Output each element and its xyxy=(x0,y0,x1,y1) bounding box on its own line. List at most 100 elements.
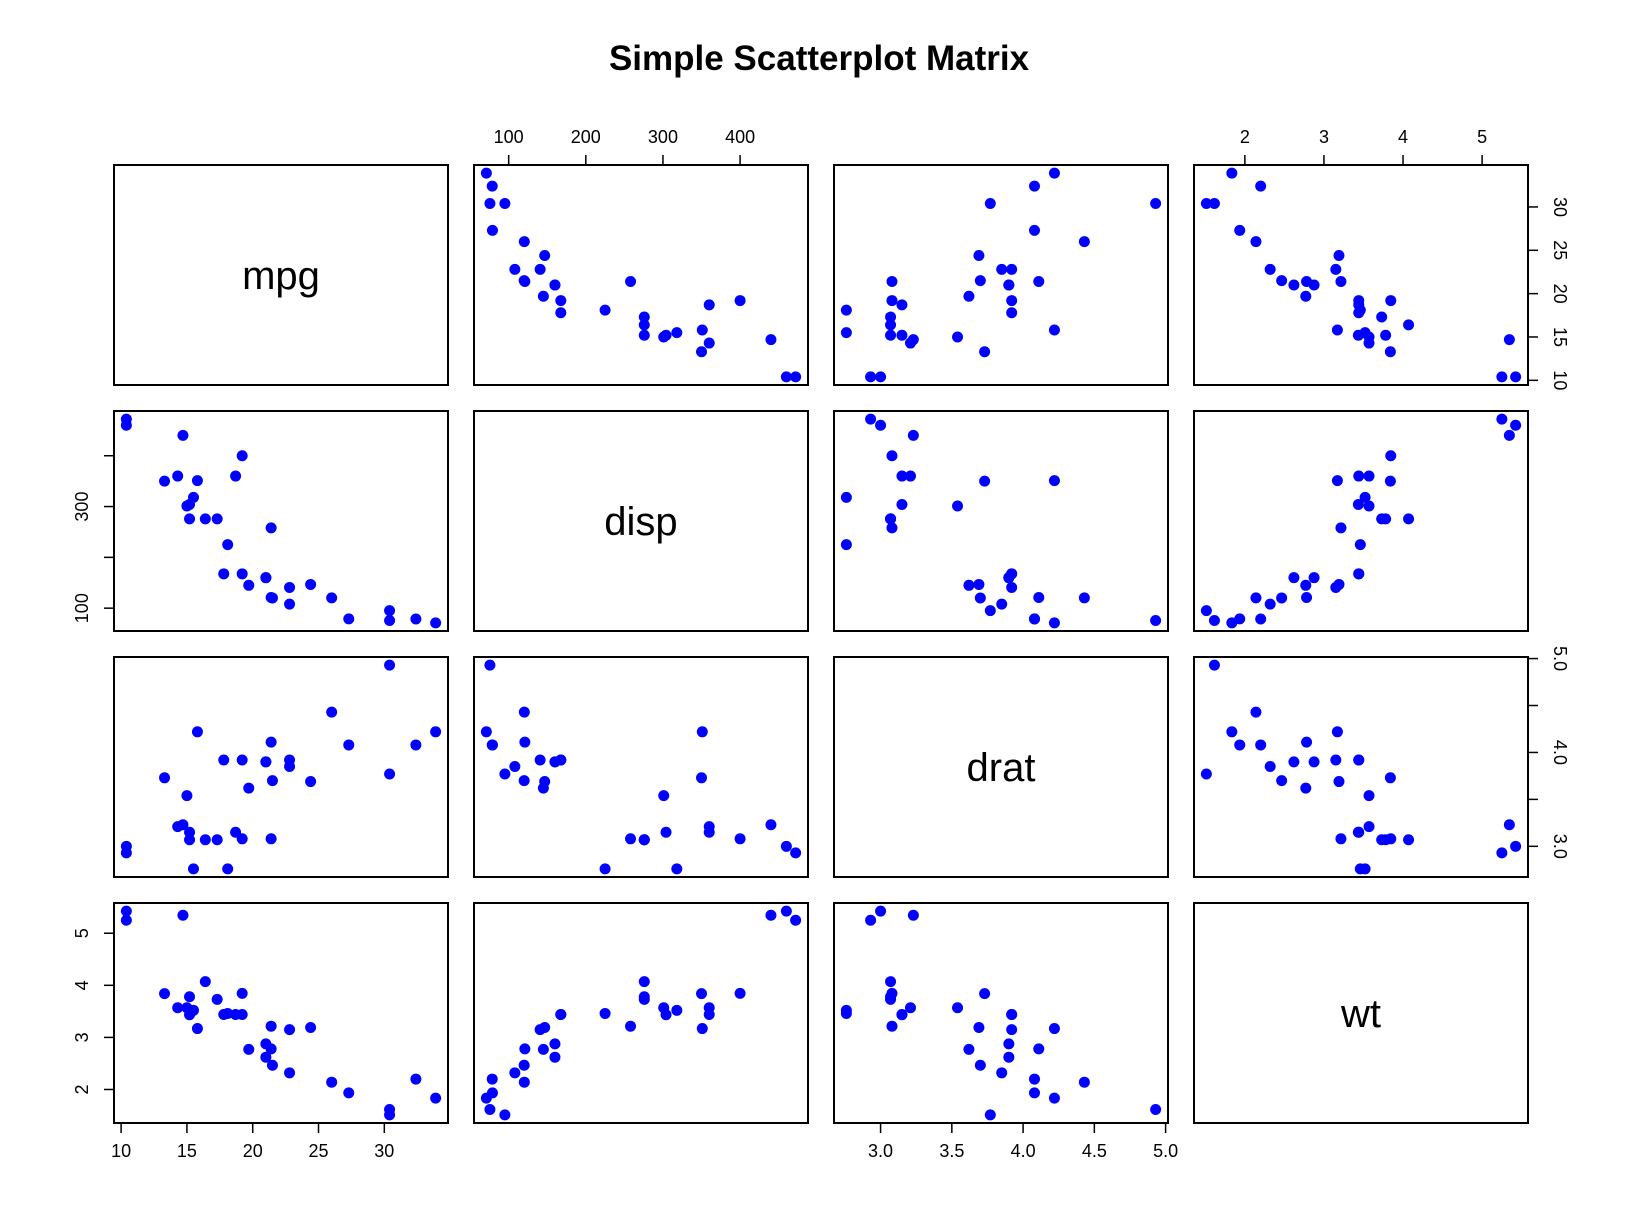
data-point xyxy=(1003,1038,1015,1050)
diagonal-label-mpg: mpg xyxy=(242,254,320,298)
data-point xyxy=(1250,592,1262,604)
data-point xyxy=(430,617,442,629)
data-point xyxy=(599,863,611,875)
data-point xyxy=(638,976,650,988)
tick-label: 3.5 xyxy=(939,1141,964,1161)
data-point xyxy=(1006,1008,1018,1020)
data-point xyxy=(236,450,248,462)
tick-label: 300 xyxy=(648,127,678,147)
data-point xyxy=(537,290,549,302)
data-point xyxy=(1384,475,1396,487)
panel-frame xyxy=(113,902,449,1124)
data-point xyxy=(222,863,234,875)
data-point xyxy=(236,754,248,766)
data-point xyxy=(1234,739,1246,751)
data-point xyxy=(1255,613,1267,625)
data-point xyxy=(1300,782,1312,794)
diagonal-label-drat: drat xyxy=(967,746,1036,790)
data-point xyxy=(840,1004,852,1016)
data-point xyxy=(1028,224,1040,236)
data-point xyxy=(1078,1076,1090,1088)
data-point xyxy=(211,993,223,1005)
data-point xyxy=(177,909,189,921)
data-point xyxy=(1330,754,1342,766)
data-point xyxy=(265,833,277,845)
data-point xyxy=(952,500,964,512)
data-point xyxy=(181,1002,193,1014)
data-point xyxy=(499,768,511,780)
data-point xyxy=(509,1067,521,1079)
data-point xyxy=(384,1109,396,1121)
tick-label: 2 xyxy=(72,1084,92,1094)
data-point xyxy=(555,295,567,307)
data-point xyxy=(1510,419,1522,431)
data-point xyxy=(199,513,211,525)
data-point xyxy=(266,775,278,787)
data-point xyxy=(1363,470,1375,482)
data-point xyxy=(486,739,498,751)
data-point xyxy=(1384,772,1396,784)
tick-label: 5 xyxy=(1477,127,1487,147)
data-point xyxy=(191,726,203,738)
data-point xyxy=(384,615,396,627)
data-point xyxy=(343,739,355,751)
panel-disp-vs-wt xyxy=(1193,410,1529,632)
data-point xyxy=(780,905,792,917)
data-point xyxy=(1264,263,1276,275)
data-point xyxy=(384,768,396,780)
data-point xyxy=(1510,371,1522,383)
data-point xyxy=(518,775,530,787)
data-point xyxy=(222,539,234,551)
panel-grid: mpg disp drat wt xyxy=(113,164,1529,1124)
panel-mpg-vs-mpg: mpg xyxy=(113,164,449,386)
data-point xyxy=(1264,761,1276,773)
data-point xyxy=(1301,736,1313,748)
data-point xyxy=(486,224,498,236)
data-point xyxy=(181,500,193,512)
data-point xyxy=(181,790,193,802)
data-point xyxy=(875,371,887,383)
data-point xyxy=(1006,263,1018,275)
data-point xyxy=(184,513,196,525)
data-point xyxy=(1353,295,1365,307)
data-point xyxy=(979,988,991,1000)
data-point xyxy=(696,1023,708,1035)
data-point xyxy=(1200,197,1212,209)
panel-frame xyxy=(833,410,1169,632)
tick-label: 300 xyxy=(72,492,92,522)
panel-disp-vs-mpg xyxy=(113,410,449,632)
data-point xyxy=(886,1020,898,1032)
data-point xyxy=(1331,726,1343,738)
panel-frame xyxy=(473,410,809,632)
data-point xyxy=(1335,522,1347,534)
data-point xyxy=(625,833,637,845)
panel-mpg-vs-wt xyxy=(1193,164,1529,386)
data-point xyxy=(1353,568,1365,580)
panel-frame xyxy=(1193,902,1529,1124)
data-point xyxy=(211,834,223,846)
data-point xyxy=(1276,275,1288,287)
data-point xyxy=(187,863,199,875)
data-point xyxy=(211,513,223,525)
data-point xyxy=(875,419,887,431)
data-point xyxy=(230,470,242,482)
data-point xyxy=(979,346,991,358)
data-point xyxy=(555,307,567,319)
data-point xyxy=(1208,197,1220,209)
data-point xyxy=(555,1008,567,1020)
data-point xyxy=(484,197,496,209)
data-point xyxy=(963,1043,975,1055)
data-point xyxy=(984,197,996,209)
data-point xyxy=(734,987,746,999)
data-point xyxy=(996,263,1008,275)
data-point xyxy=(1384,346,1396,358)
data-point xyxy=(326,1076,338,1088)
data-point xyxy=(963,290,975,302)
data-point xyxy=(638,319,650,331)
data-point xyxy=(703,299,715,311)
panel-drat-vs-disp xyxy=(473,656,809,878)
y-axis-mpg-right: 10 15 20 25 30 xyxy=(1527,197,1570,390)
data-point xyxy=(218,568,230,580)
data-point xyxy=(1048,617,1060,629)
data-point xyxy=(199,976,211,988)
